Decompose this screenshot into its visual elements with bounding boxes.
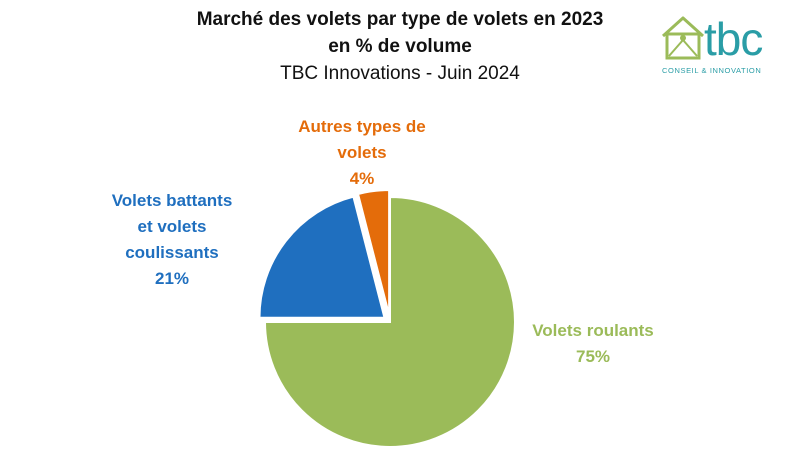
slice-label-line: et volets — [137, 217, 207, 236]
pie-slice-autres-types — [356, 189, 391, 316]
slice-value-label: 75% — [575, 347, 611, 366]
chart-title: Marché des volets par type de volets en … — [0, 6, 800, 87]
slice-value-label: 4% — [349, 169, 375, 188]
logo-wordmark: tbc — [704, 13, 763, 65]
title-line-1: Marché des volets par type de volets en … — [196, 9, 604, 30]
slice-label-volets-roulants: Volets roulants 75% — [508, 318, 678, 370]
slice-label-line: coulissants — [125, 243, 219, 262]
tbc-logo: tbc CONSEIL & INNOVATION — [660, 14, 790, 80]
house-icon — [661, 16, 705, 60]
slice-label-line: Volets battants — [111, 191, 233, 210]
chart-subtitle: TBC Innovations - Juin 2024 — [280, 63, 520, 84]
title-line-2: en % de volume — [328, 36, 472, 57]
slice-label-line: volets — [337, 143, 387, 162]
slice-label-volets-battants: Volets battants et volets coulissants 21% — [82, 188, 262, 292]
slice-label-line: Volets roulants — [532, 321, 654, 340]
pie-slice-volets-battants — [258, 195, 386, 319]
slice-label-autres-types: Autres types de volets 4% — [262, 114, 462, 192]
slice-value-label: 21% — [154, 269, 190, 288]
logo-tagline: CONSEIL & INNOVATION — [662, 66, 762, 75]
pie-slice-volets-roulants — [263, 195, 516, 448]
slice-label-line: Autres types de — [298, 117, 426, 136]
